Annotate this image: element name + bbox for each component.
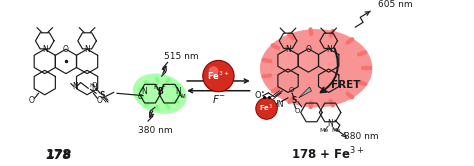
Text: N: N	[326, 44, 331, 54]
Ellipse shape	[133, 74, 187, 114]
Text: 380 nm: 380 nm	[137, 126, 172, 135]
Circle shape	[256, 98, 277, 119]
Text: 515 nm: 515 nm	[164, 52, 199, 61]
Text: Me: Me	[331, 127, 341, 132]
Text: M: M	[181, 94, 185, 99]
Text: O: O	[29, 96, 35, 105]
Text: Fe$^{3}$: Fe$^{3}$	[259, 103, 273, 114]
Text: N: N	[141, 87, 147, 96]
Text: N: N	[285, 44, 291, 54]
Text: F: F	[162, 84, 166, 90]
Text: N: N	[91, 84, 97, 93]
Text: Me: Me	[319, 127, 329, 132]
Text: 178: 178	[46, 148, 72, 161]
Text: O: O	[294, 108, 300, 114]
Ellipse shape	[260, 29, 373, 107]
Text: $\mathbf{178}$ + $\mathbf{F}$e$^{3+}$: $\mathbf{178}$ + $\mathbf{F}$e$^{3+}$	[291, 145, 365, 162]
Polygon shape	[319, 49, 339, 72]
Text: N: N	[327, 119, 333, 128]
Text: Fe$^{3+}$: Fe$^{3+}$	[207, 70, 230, 82]
Text: 380 nm: 380 nm	[344, 132, 379, 141]
Text: 178: 178	[46, 149, 72, 162]
Text: N: N	[175, 87, 181, 96]
Text: O: O	[97, 96, 103, 105]
Text: O: O	[63, 45, 69, 54]
Circle shape	[203, 60, 234, 92]
Text: O: O	[305, 44, 311, 54]
Text: HN: HN	[273, 100, 284, 109]
Text: N: N	[42, 45, 48, 54]
Polygon shape	[278, 49, 298, 72]
Text: 605 nm: 605 nm	[378, 0, 413, 9]
Circle shape	[209, 66, 219, 76]
Text: F: F	[154, 84, 158, 90]
Text: B: B	[157, 87, 163, 96]
Text: F$^{-}$: F$^{-}$	[212, 93, 225, 105]
Text: C: C	[138, 94, 143, 100]
Text: O: O	[288, 87, 294, 93]
Text: H: H	[89, 83, 94, 88]
Text: N: N	[72, 82, 78, 91]
Text: FRET: FRET	[331, 80, 360, 90]
Text: S: S	[291, 96, 297, 105]
Text: N: N	[84, 45, 90, 54]
Text: O$^{\bullet}$: O$^{\bullet}$	[254, 89, 265, 100]
Text: S: S	[100, 91, 105, 100]
Polygon shape	[299, 87, 311, 98]
Text: O: O	[91, 83, 97, 88]
Polygon shape	[298, 49, 319, 72]
